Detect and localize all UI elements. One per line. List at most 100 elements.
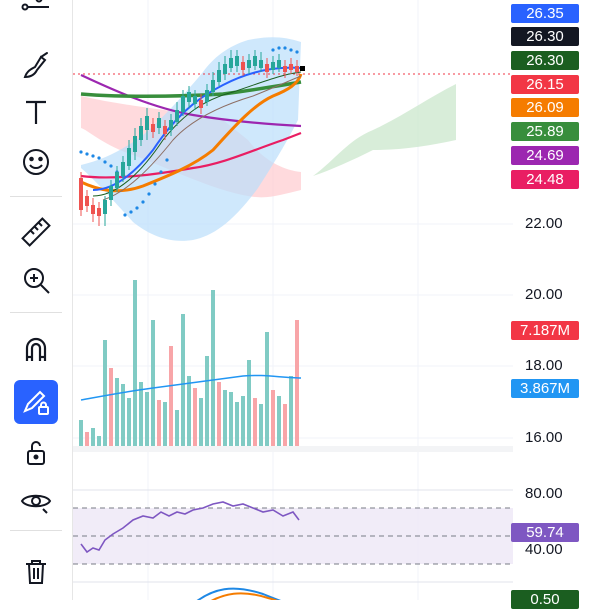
candle-body [97,208,101,216]
volume-ma-line [80,374,302,401]
volume-bar [223,390,227,446]
eye-tool-button[interactable] [14,480,58,524]
candle-body [115,172,119,188]
volume-bar [277,396,281,446]
pane-separator [73,446,513,452]
sar-dot [129,210,133,214]
volume-bar [109,368,113,446]
rsi-line [80,501,300,554]
candle-body [295,66,299,72]
candle-body [169,120,173,130]
volume-bar [115,378,119,446]
sar-dot [165,158,169,162]
eye-icon [20,494,52,514]
volume-bar [97,436,101,446]
sar-dot [289,48,293,52]
price-scale[interactable]: 22.0020.0018.0016.0080.0040.000.5026.352… [511,0,600,611]
trash-tool-button[interactable] [14,550,58,594]
volume-bar [85,432,89,446]
candle-body [193,96,197,104]
drawing-toolbar [0,0,73,600]
ma-line-darkgreen [92,71,302,197]
ruler-tool-button[interactable] [14,210,58,254]
toolbar-separator [10,312,62,313]
fib-icon [21,0,49,11]
ma-line-blue [92,66,302,191]
price-tick-label: 16.00 [525,429,563,446]
volume-bar [157,400,161,446]
chart-pane[interactable] [73,0,513,600]
sar-dot [97,156,101,160]
sar-dot [141,200,145,204]
candle-body [283,66,287,72]
candle-body [85,196,89,206]
volume-bar [295,320,299,446]
sar-dot [135,206,139,210]
volume-bar [103,340,107,446]
volume-bar [127,398,131,446]
price-value-label: 26.30 [511,27,579,46]
ruler-icon [21,217,51,247]
sar-dot [159,170,163,174]
volume-bar [247,360,251,446]
sar-dot [79,150,83,154]
volume-bar [121,384,125,446]
sar-dot [153,182,157,186]
unlock-icon [27,441,45,465]
chart-canvas[interactable] [73,0,513,600]
bottom-indicator-line [196,587,281,600]
magnet-tool-button[interactable] [14,328,58,372]
ma-line-brown [102,75,302,201]
brush-tool-button[interactable] [14,44,58,88]
candle-body [91,205,95,214]
volume-bar [289,376,293,446]
last-price-marker [300,66,305,71]
emoji-tool-button[interactable] [14,140,58,184]
toolbar-separator [10,530,62,531]
zoom-in-tool-button[interactable] [14,258,58,302]
volume-bar [271,390,275,446]
volume-bar [133,280,137,446]
sar-dot [91,154,95,158]
volume-bar [217,382,221,446]
price-tick-label: 40.00 [525,541,563,558]
sar-dot [277,46,281,50]
sar-dot [147,192,151,196]
price-value-label: 26.35 [511,4,579,23]
candle-body [127,148,131,166]
price-value-label: 24.48 [511,170,579,189]
fib-tool-button[interactable] [14,0,58,32]
ichimoku-cloud-bullish [313,84,456,176]
price-value-label: 26.09 [511,98,579,117]
candle-body [79,178,83,210]
candle-body [205,90,209,102]
sar-dot [103,160,107,164]
price-value-label: 25.89 [511,122,579,141]
candle-body [235,56,239,66]
text-tool-button[interactable] [14,90,58,134]
candle-body [259,60,263,68]
candle-body [163,126,167,134]
price-value-label: 26.30 [511,51,579,70]
sar-dot [295,50,299,54]
volume-bar [283,404,287,446]
price-tick-label: 80.00 [525,485,563,502]
candle-body [199,100,203,108]
bottom-indicator-line [210,592,278,600]
drawing-lock-tool-button[interactable] [14,380,58,424]
candle-body [145,116,149,130]
unlock-tool-button[interactable] [14,430,58,474]
emoji-icon [23,149,49,175]
zoom-in-icon [24,268,50,294]
volume-bar [253,398,257,446]
volume-bar [145,392,149,446]
price-value-label: 24.69 [511,146,579,165]
volume-bar [193,388,197,446]
candle-body [157,118,161,128]
volume-bar [181,314,185,446]
candle-body [103,200,107,214]
price-tick-label: 22.00 [525,215,563,232]
candle-body [277,60,281,68]
toolbar-separator [10,196,62,197]
candle-body [139,126,143,140]
